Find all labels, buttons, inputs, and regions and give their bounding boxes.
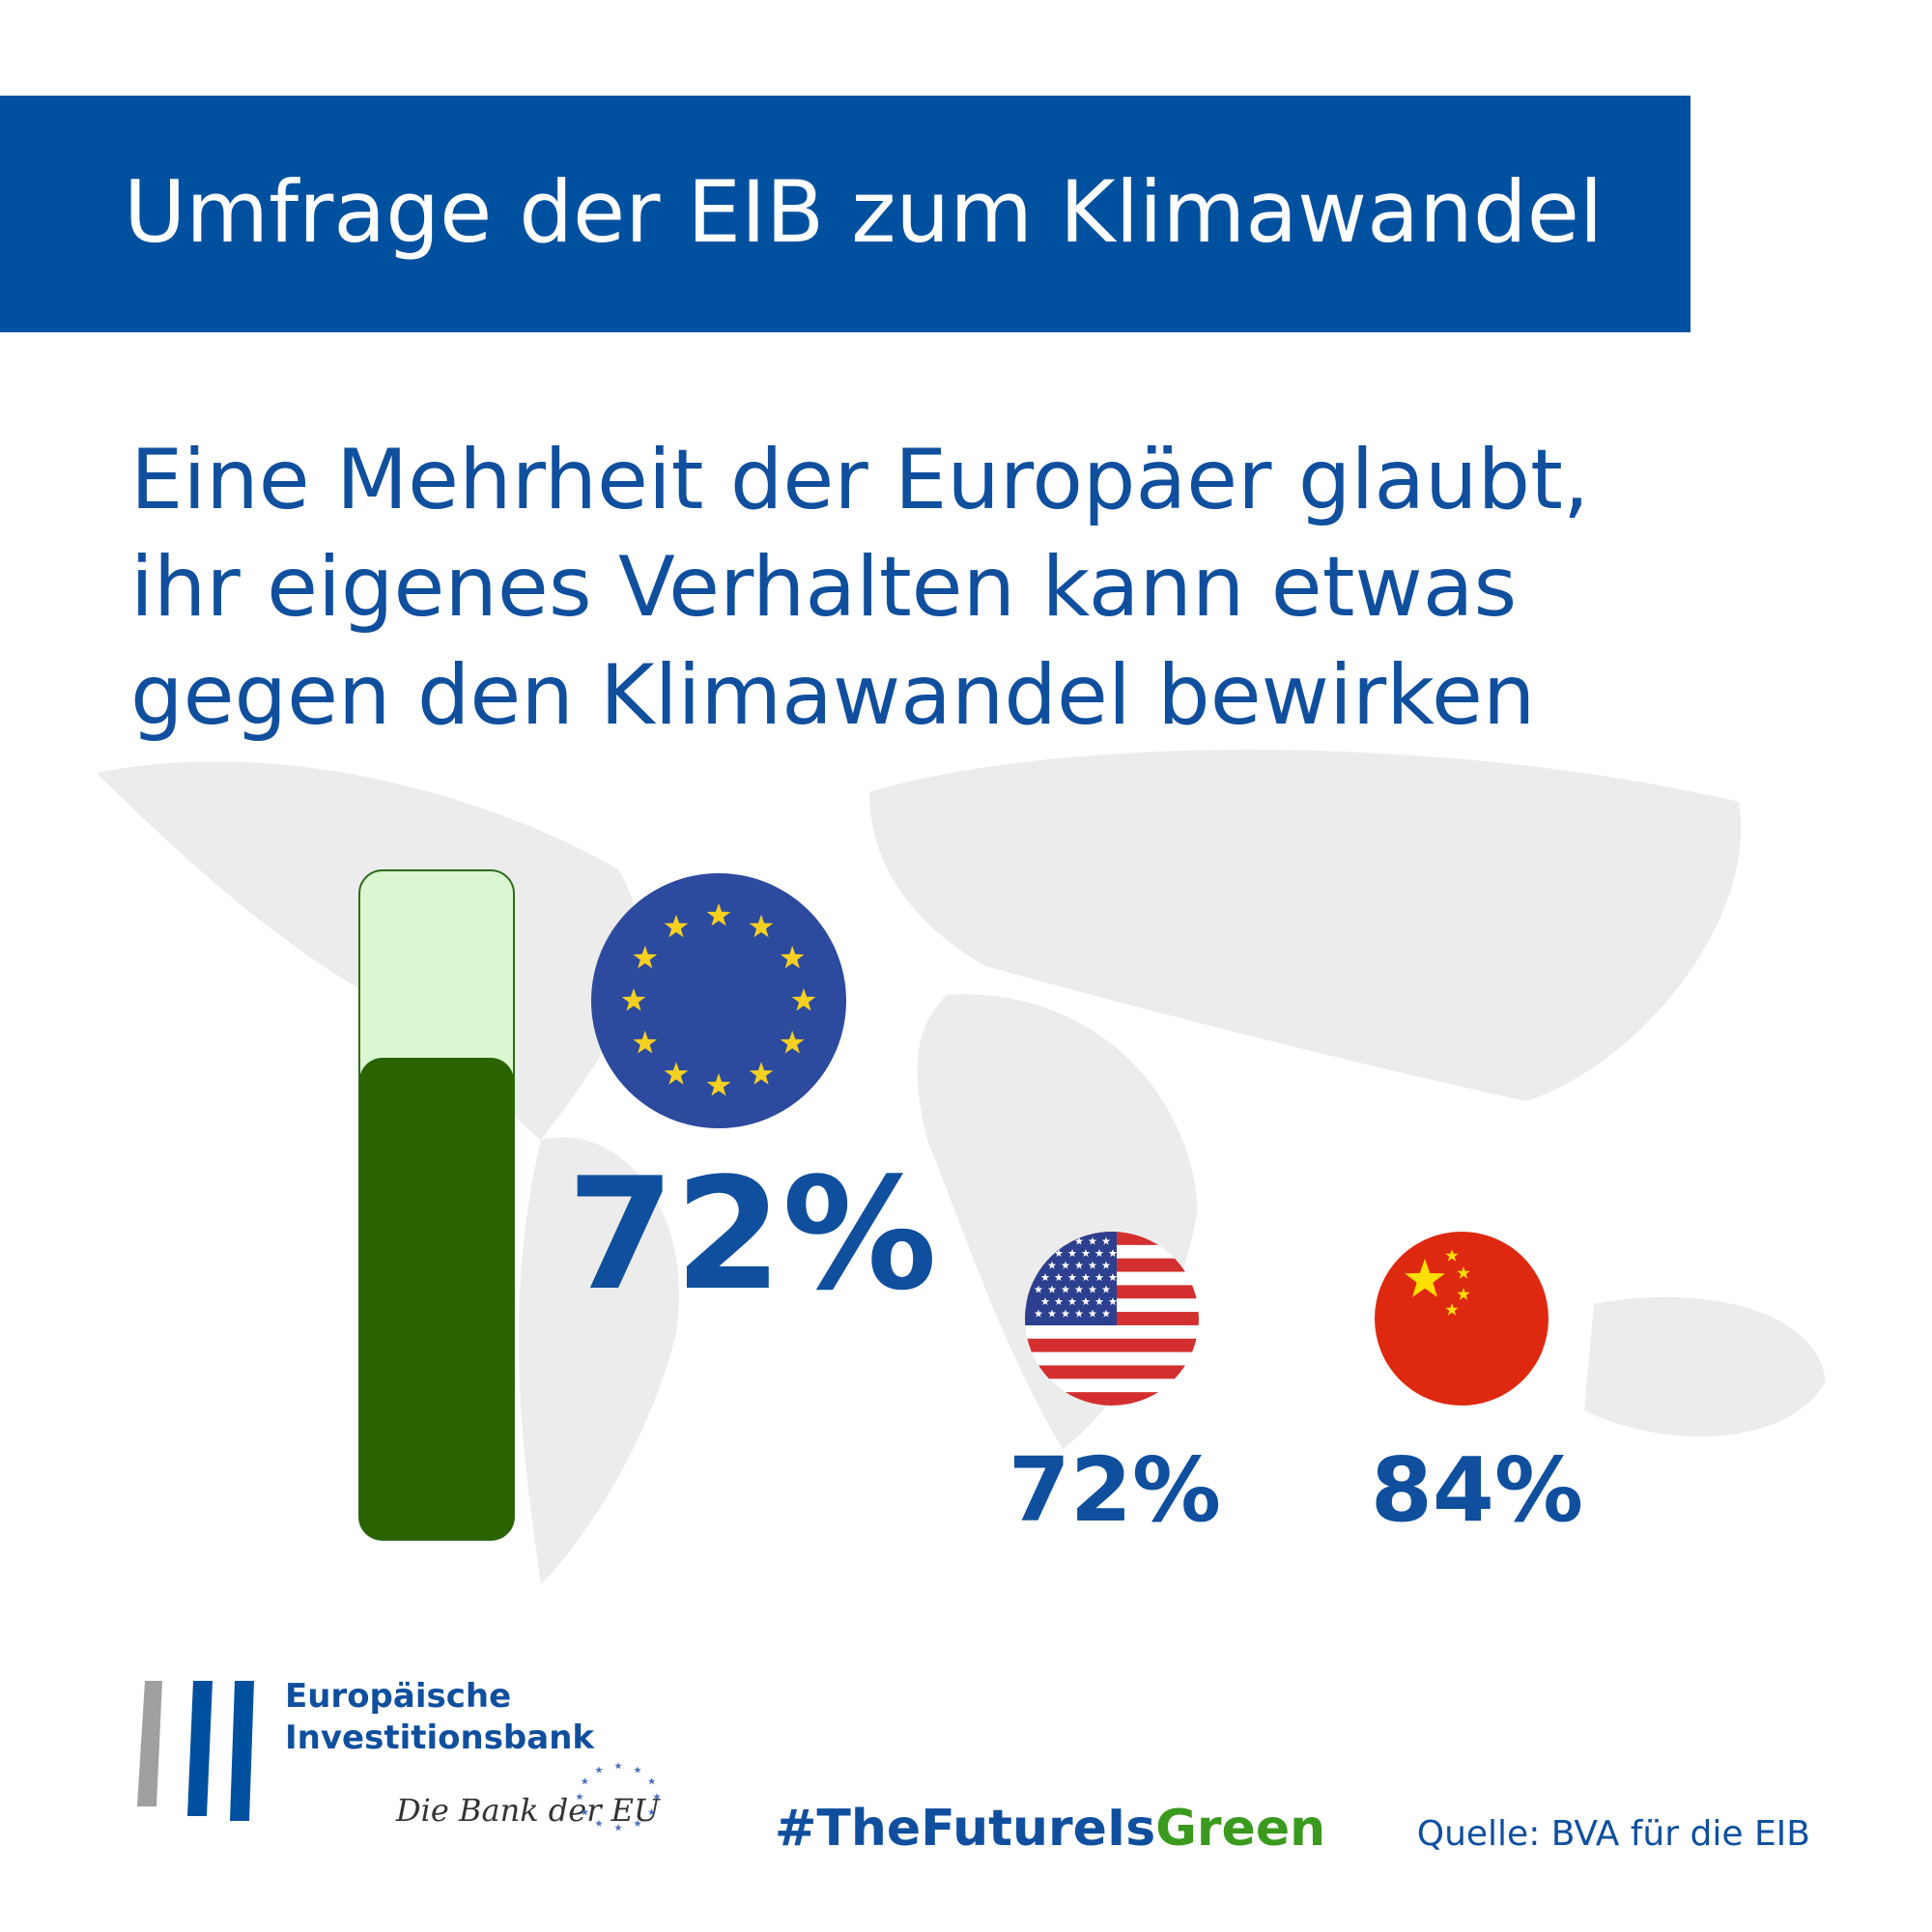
source: Quelle: BVA für die EIB	[1417, 1814, 1810, 1854]
star	[595, 1819, 603, 1827]
star	[1054, 1249, 1064, 1258]
star	[1067, 1297, 1077, 1306]
hashtag: #TheFutureIsGreen	[775, 1800, 1325, 1858]
gauge-fill	[359, 1058, 514, 1540]
star	[1047, 1285, 1057, 1293]
star	[1067, 1249, 1077, 1258]
headline-line: ihr eigenes Verhalten kann etwas	[130, 539, 1517, 636]
star	[1405, 1259, 1445, 1297]
star	[706, 903, 731, 926]
star	[634, 1819, 641, 1827]
star	[1101, 1285, 1111, 1293]
star	[1108, 1273, 1118, 1282]
star	[1034, 1285, 1043, 1293]
star	[633, 1031, 658, 1054]
star	[1088, 1285, 1097, 1293]
star	[706, 1073, 731, 1096]
logo-text: Europäische	[285, 1677, 511, 1716]
star	[1108, 1249, 1118, 1258]
star	[621, 988, 646, 1011]
star	[1445, 1249, 1459, 1262]
star	[1108, 1297, 1118, 1306]
star	[1074, 1261, 1084, 1269]
star	[1101, 1261, 1111, 1269]
star	[1101, 1309, 1111, 1318]
hashtag-part: Green	[1155, 1800, 1325, 1858]
star	[1094, 1273, 1104, 1282]
usa-percent: 72%	[1009, 1438, 1221, 1542]
star	[1081, 1297, 1091, 1306]
stripe	[1025, 1378, 1199, 1393]
star	[1061, 1285, 1070, 1293]
logo-text: Investitionsbank	[285, 1719, 595, 1757]
star	[1061, 1261, 1070, 1269]
star	[1081, 1249, 1091, 1258]
star	[614, 1824, 622, 1832]
star	[1457, 1266, 1470, 1279]
star	[780, 946, 805, 969]
star	[664, 1062, 689, 1085]
star	[576, 1793, 583, 1801]
star	[1054, 1273, 1064, 1282]
star	[1088, 1261, 1097, 1269]
star	[749, 1062, 774, 1085]
logo-bars	[137, 1681, 254, 1821]
star	[1047, 1261, 1057, 1269]
star	[1457, 1288, 1470, 1300]
star	[1081, 1273, 1091, 1282]
star	[1094, 1297, 1104, 1306]
star	[1088, 1236, 1097, 1245]
star	[633, 946, 658, 969]
star	[780, 1031, 805, 1054]
star	[1034, 1309, 1043, 1318]
header-bar	[0, 96, 1690, 332]
star	[1074, 1285, 1084, 1293]
star	[653, 1793, 661, 1801]
star	[1094, 1249, 1104, 1258]
eu-flag	[591, 873, 846, 1128]
star	[581, 1777, 589, 1785]
stripe	[1025, 1338, 1199, 1353]
star	[1445, 1303, 1459, 1316]
star	[664, 914, 689, 938]
star	[1054, 1297, 1064, 1306]
tagline: Die Bank der EU	[395, 1792, 661, 1829]
china-percent: 84%	[1371, 1438, 1583, 1542]
star	[791, 988, 816, 1011]
star	[1047, 1309, 1057, 1318]
stripe	[1025, 1351, 1199, 1366]
star	[1040, 1297, 1050, 1306]
eu-percent: 72%	[567, 1144, 937, 1324]
star	[647, 1808, 656, 1816]
stripe	[1025, 1365, 1199, 1379]
star	[1074, 1236, 1084, 1245]
star	[1088, 1309, 1097, 1318]
star	[1061, 1309, 1070, 1318]
star	[1074, 1309, 1084, 1318]
headline-line: gegen den Klimawandel bewirken	[130, 647, 1535, 744]
star	[749, 914, 774, 938]
title: Umfrage der EIB zum Klimawandel	[124, 162, 1603, 262]
china-flag	[1375, 1232, 1548, 1406]
star	[1040, 1273, 1050, 1282]
headline-line: Eine Mehrheit der Europäer glaubt,	[130, 432, 1589, 528]
star	[614, 1762, 622, 1770]
star	[595, 1766, 603, 1774]
star	[1101, 1236, 1111, 1245]
star	[581, 1808, 589, 1816]
hashtag-part: #TheFutureIs	[775, 1800, 1155, 1858]
star	[634, 1766, 641, 1774]
star	[647, 1777, 656, 1785]
usa-flag	[1025, 1232, 1199, 1406]
star	[1067, 1273, 1077, 1282]
stripe	[1025, 1324, 1199, 1340]
